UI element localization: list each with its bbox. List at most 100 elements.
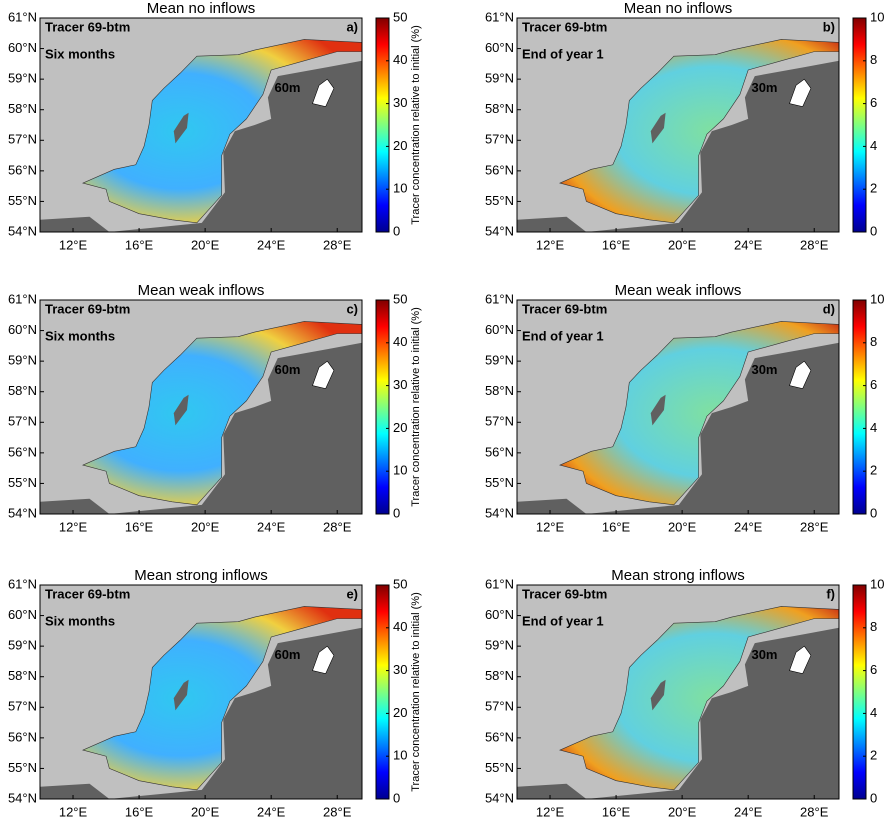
sea [82, 321, 363, 506]
lake [789, 78, 812, 108]
x-tick-label: 24°E [257, 237, 286, 252]
colorbar-tick-label: 4 [870, 705, 877, 720]
panel-letter: a) [346, 19, 358, 34]
colorbar-tick-label: 10 [870, 576, 884, 591]
lake [312, 78, 335, 108]
x-tick-label: 28°E [323, 804, 352, 819]
depth-label: 30m [751, 647, 777, 662]
y-tick-label: 57°N [485, 414, 514, 429]
depth-label: 30m [751, 362, 777, 377]
colorbar-label: Tracer concentration relative to initial… [887, 25, 888, 225]
tracer-label: Tracer 69-btm [45, 301, 130, 316]
colorbar-tick-label: 2 [870, 181, 877, 196]
x-tick-label: 24°E [734, 804, 763, 819]
x-tick-label: 12°E [536, 519, 565, 534]
y-tick-label: 61°N [485, 291, 514, 306]
y-tick-label: 55°N [8, 760, 37, 775]
colorbar-tick-label: 6 [870, 662, 877, 677]
y-tick-label: 61°N [8, 576, 37, 591]
colorbar-tick-label: 0 [870, 790, 877, 805]
colorbar-tick-label: 0 [393, 223, 400, 238]
colorbar-tick-label: 0 [393, 790, 400, 805]
map-frame [39, 17, 363, 233]
colorbar-tick-label: 6 [870, 377, 877, 392]
y-tick-label: 59°N [485, 353, 514, 368]
x-tick-label: 28°E [323, 237, 352, 252]
depth-label: 60m [274, 362, 300, 377]
y-tick-label: 54°N [8, 223, 37, 238]
x-tick-label: 28°E [800, 519, 829, 534]
colorbar-tick-label: 4 [870, 138, 877, 153]
panel-letter: e) [346, 586, 358, 601]
tracer-label: Tracer 69-btm [45, 19, 130, 34]
colorbar-tick-label: 20 [393, 705, 407, 720]
panel-title: Mean no inflows [624, 0, 732, 17]
y-tick-label: 57°N [485, 132, 514, 147]
island [173, 112, 189, 144]
y-tick-label: 56°N [485, 162, 514, 177]
y-tick-label: 61°N [485, 576, 514, 591]
tracer-label: Tracer 69-btm [522, 301, 607, 316]
y-tick-label: 58°N [8, 383, 37, 398]
panel-letter: b) [823, 19, 835, 34]
map-frame [516, 17, 840, 233]
land [517, 627, 839, 799]
land [517, 60, 839, 232]
y-tick-label: 56°N [8, 444, 37, 459]
y-tick-label: 58°N [485, 101, 514, 116]
colorbar-tick-label: 8 [870, 52, 877, 67]
y-tick-label: 59°N [485, 638, 514, 653]
y-tick-label: 59°N [8, 71, 37, 86]
panel-title: Mean no inflows [147, 0, 255, 17]
map-frame [516, 584, 840, 800]
panel-letter: f) [826, 586, 835, 601]
y-tick-label: 60°N [485, 322, 514, 337]
y-tick-label: 60°N [8, 322, 37, 337]
y-tick-label: 55°N [8, 193, 37, 208]
y-tick-label: 57°N [8, 414, 37, 429]
y-tick-label: 58°N [8, 668, 37, 683]
x-tick-label: 20°E [668, 237, 697, 252]
x-tick-label: 20°E [668, 519, 697, 534]
x-tick-label: 16°E [602, 237, 631, 252]
colorbar-tick-label: 8 [870, 334, 877, 349]
island [650, 679, 666, 711]
map-frame [39, 584, 363, 800]
colorbar [852, 299, 867, 515]
colorbar-tick-label: 0 [870, 505, 877, 520]
y-tick-label: 57°N [8, 699, 37, 714]
depth-label: 30m [751, 80, 777, 95]
x-tick-label: 16°E [125, 804, 154, 819]
tracer-label: Tracer 69-btm [522, 586, 607, 601]
y-tick-label: 56°N [8, 162, 37, 177]
panel-title: Mean strong inflows [134, 567, 267, 584]
map-panel [516, 584, 840, 800]
colorbar-tick-label: 0 [870, 223, 877, 238]
island [173, 679, 189, 711]
period-label: End of year 1 [522, 613, 604, 628]
land [40, 627, 362, 799]
colorbar-tick-label: 40 [393, 334, 407, 349]
colorbar-label: Tracer concentration relative to initial… [410, 25, 422, 225]
colorbar-tick-label: 50 [393, 291, 407, 306]
x-tick-label: 20°E [191, 804, 220, 819]
panel-title: Mean strong inflows [611, 567, 744, 584]
tracer-label: Tracer 69-btm [522, 19, 607, 34]
sea [82, 606, 363, 791]
depth-label: 60m [274, 80, 300, 95]
y-tick-label: 54°N [8, 790, 37, 805]
colorbar-tick-label: 50 [393, 576, 407, 591]
colorbar [375, 17, 390, 233]
colorbar-tick-label: 30 [393, 662, 407, 677]
map-frame [39, 299, 363, 515]
y-tick-label: 55°N [485, 193, 514, 208]
y-tick-label: 57°N [8, 132, 37, 147]
colorbar-label: Tracer concentration relative to initial… [887, 307, 888, 507]
colorbar [375, 299, 390, 515]
lake [312, 645, 335, 675]
x-tick-label: 20°E [191, 237, 220, 252]
colorbar-tick-label: 6 [870, 95, 877, 110]
colorbar-tick-label: 10 [393, 181, 407, 196]
lake [789, 360, 812, 390]
x-tick-label: 12°E [59, 804, 88, 819]
